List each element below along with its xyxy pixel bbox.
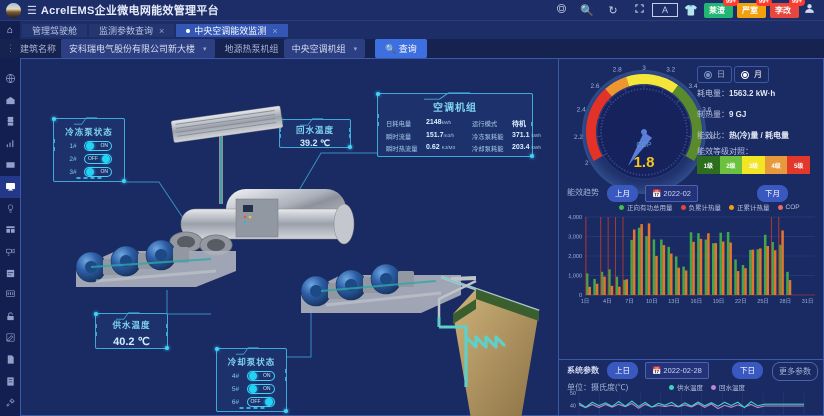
svg-text:3: 3 [642,65,646,72]
svg-text:COP: COP [636,142,652,149]
svg-text:2.8: 2.8 [613,67,622,74]
svg-text:2: 2 [585,160,589,167]
svg-text:13日: 13日 [668,298,680,305]
svg-text:1.8: 1.8 [634,154,655,171]
svg-text:2.6: 2.6 [590,83,599,90]
svg-text:7日: 7日 [625,298,634,305]
svg-text:4,000: 4,000 [568,215,582,221]
svg-text:3,000: 3,000 [568,235,582,241]
svg-text:31日: 31日 [802,298,814,305]
svg-text:1,000: 1,000 [568,274,582,280]
svg-text:25日: 25日 [757,298,769,305]
svg-text:40: 40 [570,403,576,409]
svg-text:50: 50 [570,391,576,397]
svg-text:4日: 4日 [603,298,612,305]
svg-text:19日: 19日 [713,298,725,305]
svg-text:3.2: 3.2 [666,67,675,74]
svg-text:2.2: 2.2 [574,134,583,141]
svg-text:2,000: 2,000 [568,254,582,260]
svg-text:1日: 1日 [581,298,590,305]
svg-text:2.4: 2.4 [577,107,586,114]
svg-text:10日: 10日 [646,298,658,305]
svg-text:16日: 16日 [690,298,702,305]
svg-text:22日: 22日 [735,298,747,305]
svg-text:28日: 28日 [779,298,791,305]
